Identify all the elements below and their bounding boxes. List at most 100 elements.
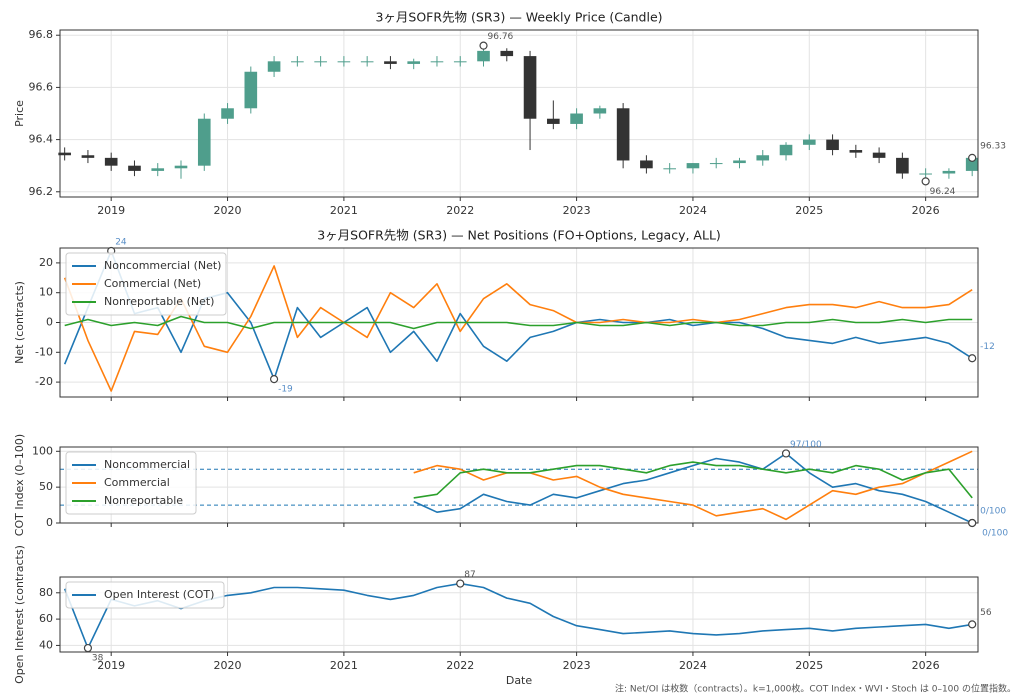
x-tick-label: 2025	[795, 659, 823, 672]
y-tick-label: 10	[39, 286, 53, 299]
x-axis-label: Date	[506, 674, 533, 687]
x-tick-label: 2021	[330, 204, 358, 217]
y-tick-label: 50	[39, 480, 53, 493]
legend-label: Noncommercial (Net)	[104, 259, 221, 272]
y-tick-label: 20	[39, 256, 53, 269]
candle-body	[453, 61, 467, 63]
candle-body	[942, 170, 956, 174]
panel: 96.2 96.4 96.6 96.8 2019 2020 2021 2022 2023 2024…	[13, 10, 1006, 218]
x-tick-label: 2024	[679, 204, 707, 217]
x-tick-label: 2021	[330, 659, 358, 672]
annotation-label: 97/100	[790, 440, 822, 450]
candle-body	[965, 157, 979, 171]
candle-body	[547, 118, 560, 124]
x-tick-label: 2023	[563, 659, 591, 672]
y-tick-label: 100	[32, 444, 53, 457]
annotation-label: -12	[980, 342, 995, 352]
annotation-marker	[968, 354, 977, 363]
candle-body	[430, 61, 444, 63]
panel: 0 50 100 COT Index (0–100) 97/100 0/100 0/100 N…	[13, 434, 1008, 539]
x-tick-label: 2020	[214, 659, 242, 672]
y-tick-label: 96.6	[29, 80, 54, 93]
x-tick-label: 2020	[214, 204, 242, 217]
candle-body	[360, 61, 374, 63]
y-tick-label: 0	[46, 516, 53, 529]
series-line	[413, 461, 973, 499]
panel-title: 3ヶ月SOFR先物 (SR3) — Weekly Price (Candle)	[375, 10, 662, 25]
y-tick-label: 96.4	[29, 133, 54, 146]
panel: 40 60 80 2019 2020 2021 2022 2023 2024 2025 2026 Op…	[13, 545, 992, 687]
candle-body	[407, 61, 421, 64]
x-tick-label: 2022	[446, 659, 474, 672]
y-tick-label: 80	[39, 586, 53, 599]
y-tick-label: 0	[46, 316, 53, 329]
x-tick-label: 2019	[97, 659, 125, 672]
candle-body	[896, 157, 909, 174]
series-line	[413, 452, 973, 524]
annotation-label: 96.76	[488, 32, 514, 42]
plot-frame	[59, 247, 979, 398]
y-tick-label: 96.8	[29, 28, 54, 41]
x-tick-label: 2019	[97, 204, 125, 217]
annotation-marker	[968, 153, 977, 162]
footnote: 注: Net/OI は枚数（contracts）。k=1,000枚。COT In…	[615, 683, 1016, 695]
candle-body	[244, 71, 258, 109]
annotation-label: 56	[980, 608, 992, 618]
legend-box	[65, 252, 227, 316]
y-axis-label: Open Interest (contracts)	[13, 545, 26, 684]
candle-body	[570, 113, 583, 124]
candle-body	[640, 160, 653, 169]
annotation-label: 96.24	[930, 187, 956, 197]
x-tick-label: 2025	[795, 204, 823, 217]
y-tick-label: 60	[39, 612, 53, 625]
candle-body	[802, 139, 816, 145]
legend-label: Commercial (Net)	[104, 277, 201, 290]
legend-box	[65, 581, 225, 609]
candle-body	[337, 61, 351, 63]
legend-box	[65, 451, 197, 515]
x-tick-label: 2026	[912, 204, 940, 217]
y-axis-label: Price	[13, 100, 26, 127]
y-tick-label: 40	[39, 638, 53, 651]
annotation-marker	[83, 643, 93, 653]
x-tick-label: 2023	[563, 204, 591, 217]
plot-frame	[59, 29, 979, 198]
series-line	[64, 315, 973, 330]
candle-body	[686, 163, 700, 169]
legend-label: Nonreportable	[104, 494, 183, 507]
candle-body	[384, 61, 397, 64]
plot-frame	[59, 446, 979, 524]
y-tick-label: -10	[35, 345, 53, 358]
panel: -20 -10 0 10 20 3ヶ月SOFR先物 (SR3) — Net Positio…	[13, 228, 995, 401]
candle-body	[523, 56, 537, 119]
series-line	[63, 265, 973, 392]
candle-body	[151, 168, 165, 171]
candle-body	[663, 168, 676, 170]
candle-body	[733, 160, 746, 164]
annotation-label: 38	[92, 654, 104, 664]
candle-body	[128, 165, 141, 171]
legend-label: Open Interest (COT)	[104, 588, 214, 601]
candle-body	[872, 152, 886, 158]
annotation-marker	[921, 177, 930, 186]
candle-body	[826, 139, 839, 151]
annotation-marker	[269, 375, 279, 384]
annotation-label: -19	[278, 385, 293, 395]
annotation-label: 24	[115, 237, 127, 247]
y-tick-label: -20	[35, 375, 53, 388]
candle-body	[291, 61, 304, 63]
candle-body	[58, 152, 71, 156]
legend-label: Noncommercial	[104, 458, 190, 471]
annotation-marker	[968, 620, 977, 629]
x-tick-label: 2022	[446, 204, 474, 217]
y-axis-label: COT Index (0–100)	[13, 434, 26, 536]
annotation-marker	[781, 449, 791, 458]
annotation-marker	[456, 579, 465, 588]
candle-body	[104, 157, 118, 166]
plot-frame	[59, 576, 979, 653]
candle-body	[314, 61, 327, 63]
candle-body	[709, 163, 723, 165]
candle-body	[500, 50, 514, 57]
legend-label: Commercial	[104, 476, 170, 489]
